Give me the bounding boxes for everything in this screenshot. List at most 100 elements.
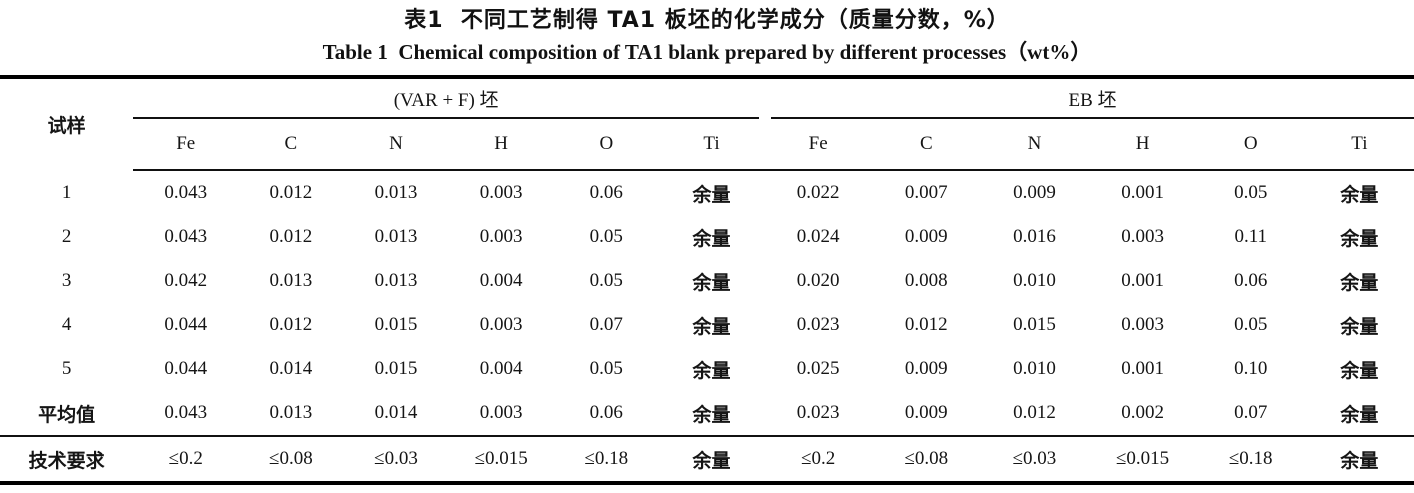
cell: 0.014	[374, 402, 418, 423]
cell: 余量	[1340, 227, 1379, 250]
row-label: 平均值	[38, 403, 96, 426]
cell: 0.013	[374, 226, 418, 247]
cell: 0.11	[1234, 226, 1267, 247]
cell: 0.07	[1234, 402, 1268, 423]
cell: 0.001	[1121, 182, 1164, 203]
cell: 余量	[1340, 315, 1379, 338]
col-header-eb-n: N	[980, 119, 1089, 171]
table-row-sample-3: 3 0.042 0.013 0.013 0.004 0.05 余量 0.020 …	[0, 259, 1414, 303]
col-header-varf-c: C	[238, 119, 344, 171]
cell: ≤0.015	[448, 435, 554, 483]
cell: 0.025	[796, 358, 840, 379]
cell: 0.001	[1121, 358, 1164, 379]
row-label: 1	[61, 181, 72, 203]
cell: ≤0.18	[553, 435, 659, 483]
composition-table: 试样 (VAR + F) 坯 EB 坯 Fe C N H O Ti Fe C N…	[0, 75, 1414, 485]
cell: ≤0.18	[1196, 435, 1305, 483]
cell: 0.002	[1121, 402, 1164, 423]
cell: 余量	[692, 315, 731, 338]
row-label: 5	[61, 358, 72, 379]
cell: 余量	[692, 183, 731, 206]
col-header-eb-fe: Fe	[764, 119, 873, 171]
cell: 0.016	[1013, 226, 1056, 247]
cell: ≤0.08	[872, 435, 981, 483]
cell: ≤0.08	[238, 435, 344, 483]
cell: 0.023	[796, 314, 840, 335]
cell: ≤0.2	[133, 435, 239, 483]
cell: 0.012	[269, 182, 313, 203]
cell: 0.013	[269, 402, 313, 423]
col-header-eb-c: C	[872, 119, 981, 171]
col-header-varf-o: O	[553, 119, 659, 171]
table-row-requirements: 技术要求 ≤0.2 ≤0.08 ≤0.03 ≤0.015 ≤0.18 余量 ≤0…	[0, 435, 1414, 483]
cell: 0.043	[164, 226, 208, 247]
table-row-sample-2: 2 0.043 0.012 0.013 0.003 0.05 余量 0.024 …	[0, 215, 1414, 259]
cell: 0.001	[1121, 270, 1164, 291]
group-header-varf: (VAR + F) 坯	[133, 77, 764, 119]
cell: 0.06	[589, 402, 623, 423]
cell: 0.008	[904, 270, 948, 291]
cell: 0.010	[1013, 358, 1056, 379]
cell: 0.022	[796, 182, 840, 203]
cell: 0.013	[269, 270, 313, 291]
cell: 0.009	[904, 226, 948, 247]
cell: 0.05	[1234, 182, 1268, 203]
cell: 余量	[1340, 359, 1379, 382]
cell: 0.023	[796, 402, 840, 423]
cell: 0.024	[796, 226, 840, 247]
group-header-varf-label: (VAR + F) 坯	[133, 79, 760, 119]
cell: 0.012	[269, 314, 313, 335]
col-header-varf-fe: Fe	[133, 119, 239, 171]
cell: 0.007	[904, 182, 948, 203]
cell: 余量	[692, 403, 731, 426]
cell: 0.012	[269, 226, 313, 247]
cell: 0.05	[589, 270, 623, 291]
cell: 0.012	[1013, 402, 1056, 423]
cell: 0.003	[479, 402, 523, 423]
cell: 余量	[692, 227, 731, 250]
col-header-eb-h: H	[1088, 119, 1197, 171]
cell: 0.05	[589, 226, 623, 247]
cell: 0.004	[479, 358, 523, 379]
table-row-average: 平均值 0.043 0.013 0.014 0.003 0.06 余量 0.02…	[0, 391, 1414, 436]
cell: ≤0.2	[764, 435, 873, 483]
cell: 0.013	[374, 182, 418, 203]
col-header-eb-o: O	[1196, 119, 1305, 171]
cell: 0.012	[904, 314, 948, 335]
row-label: 技术要求	[0, 435, 134, 483]
row-label: 2	[61, 226, 72, 247]
table-title-zh: 表1 不同工艺制得 TA1 板坯的化学成分（质量分数，%）	[404, 8, 1010, 33]
cell: 0.003	[1121, 226, 1164, 247]
cell: 0.10	[1234, 358, 1268, 379]
group-header-eb: EB 坯	[764, 77, 1414, 119]
group-header-eb-label: EB 坯	[771, 79, 1414, 119]
cell: 0.003	[1121, 314, 1164, 335]
row-label: 3	[61, 270, 72, 291]
cell: 0.020	[796, 270, 840, 291]
table-row-sample-4: 4 0.044 0.012 0.015 0.003 0.07 余量 0.023 …	[0, 303, 1414, 347]
cell: 余量	[1304, 435, 1414, 483]
cell: ≤0.03	[343, 435, 449, 483]
cell: 0.009	[904, 358, 948, 379]
cell: 0.003	[479, 226, 523, 247]
group-header-row: 试样 (VAR + F) 坯 EB 坯	[0, 77, 1414, 137]
cell: 余量	[692, 271, 731, 294]
cell: 0.009	[1013, 182, 1056, 203]
cell: 0.015	[374, 314, 418, 335]
cell: 0.015	[1013, 314, 1056, 335]
cell: 余量	[1340, 271, 1379, 294]
table-row-sample-5: 5 0.044 0.014 0.015 0.004 0.05 余量 0.025 …	[0, 347, 1414, 391]
cell: 0.003	[479, 182, 523, 203]
cell: 余量	[1340, 183, 1379, 206]
cell: ≤0.015	[1088, 435, 1197, 483]
table-title-en: Table 1 Chemical composition of TA1 blan…	[322, 40, 1092, 64]
col-header-varf-ti: Ti	[658, 119, 765, 171]
col-header-varf-n: N	[343, 119, 449, 171]
element-header-row: Fe C N H O Ti Fe C N H O Ti	[0, 119, 1414, 171]
cell: 0.004	[479, 270, 523, 291]
cell: 0.015	[374, 358, 418, 379]
cell: ≤0.03	[980, 435, 1089, 483]
cell: 0.010	[1013, 270, 1056, 291]
cell: 0.013	[374, 270, 418, 291]
